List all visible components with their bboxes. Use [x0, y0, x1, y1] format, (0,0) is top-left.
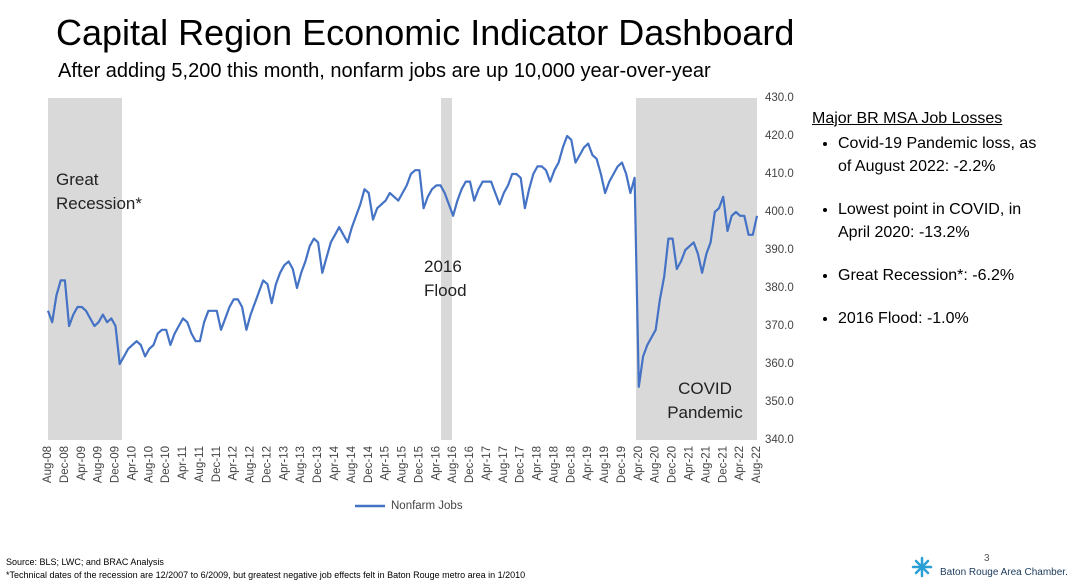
side-item: Covid-19 Pandemic loss, as of August 202…: [838, 132, 1052, 178]
shaded-period: [441, 98, 452, 440]
x-tick-label: Aug-14: [346, 445, 358, 483]
source: Source: BLS; LWC; and BRAC Analysis: [6, 557, 164, 567]
x-tick-label: Apr-11: [177, 446, 189, 480]
x-tick-label: Aug-16: [447, 446, 459, 483]
footnote: *Technical dates of the recession are 12…: [6, 570, 526, 580]
x-tick-label: Aug-11: [194, 446, 206, 482]
annotation: COVID Pandemic: [667, 379, 743, 422]
x-tick-label: Dec-10: [160, 446, 172, 483]
x-tick-label: Dec-14: [363, 445, 375, 483]
x-tick-label: Apr-14: [329, 445, 341, 480]
x-tick-label: Aug-17: [498, 446, 510, 483]
x-tick-label: Dec-18: [565, 446, 577, 483]
x-tick-label: Aug-15: [397, 446, 409, 483]
x-tick-label: Apr-16: [430, 446, 442, 481]
x-tick-label: Apr-18: [532, 446, 544, 481]
x-tick-label: Aug-10: [143, 446, 155, 483]
x-tick-label: Dec-17: [515, 446, 527, 483]
annotation: Great Recession*: [56, 170, 142, 213]
x-tick-label: Apr-13: [278, 446, 290, 481]
x-tick-label: Aug-19: [599, 446, 611, 483]
x-tick-label: Apr-19: [582, 446, 594, 481]
y-tick-label: 340.0: [765, 434, 794, 446]
side-item: Great Recession*: -6.2%: [838, 264, 1052, 287]
x-tick-label: Apr-20: [633, 446, 645, 481]
x-tick-label: Dec-21: [717, 446, 729, 483]
side-list: Covid-19 Pandemic loss, as of August 202…: [812, 132, 1052, 330]
annotation: 2016 Flood: [424, 257, 467, 300]
x-tick-label: Dec-15: [413, 446, 425, 483]
y-tick-label: 350.0: [765, 396, 794, 408]
legend-label: Nonfarm Jobs: [391, 500, 463, 512]
x-tick-label: Apr-21: [684, 446, 696, 481]
shaded-period: [636, 98, 757, 440]
subtitle: After adding 5,200 this month, nonfarm j…: [58, 60, 711, 82]
x-tick-label: Apr-22: [734, 446, 746, 481]
x-tick-label: Dec-13: [312, 446, 324, 483]
x-tick-label: Apr-12: [228, 446, 240, 481]
x-tick-label: Aug-21: [700, 446, 712, 483]
side-panel: Major BR MSA Job Losses Covid-19 Pandemi…: [812, 110, 1052, 350]
x-tick-label: Dec-20: [667, 446, 679, 483]
y-tick-label: 390.0: [765, 244, 794, 256]
y-tick-label: 420.0: [765, 130, 794, 142]
x-tick-label: Apr-09: [76, 446, 88, 481]
x-tick-label: Dec-09: [110, 446, 122, 483]
y-tick-label: 410.0: [765, 168, 794, 180]
line: [46, 134, 759, 388]
x-tick-label: Dec-12: [261, 446, 273, 483]
y-tick-label: 380.0: [765, 282, 794, 294]
x-tick-label: Aug-13: [295, 446, 307, 483]
page-number: 3: [984, 553, 990, 564]
x-tick-label: Apr-15: [380, 446, 392, 481]
y-tick-label: 370.0: [765, 320, 794, 332]
x-tick-label: Dec-19: [616, 446, 628, 483]
x-tick-label: Apr-10: [126, 446, 138, 481]
x-tick-label: Aug-09: [93, 446, 105, 483]
x-tick-label: Aug-18: [548, 446, 560, 483]
x-tick-label: Aug-20: [650, 446, 662, 483]
x-tick-label: Apr-17: [481, 446, 493, 481]
x-tick-label: Aug-08: [42, 446, 54, 483]
x-tick-label: Aug-22: [751, 446, 763, 483]
x-tick-label: Aug-12: [245, 446, 257, 483]
side-title: Major BR MSA Job Losses: [812, 110, 1003, 127]
x-tick-label: Dec-08: [59, 446, 71, 483]
logo-text: Baton Rouge Area Chamber.: [940, 567, 1068, 578]
y-tick-label: 400.0: [765, 206, 794, 218]
x-tick-label: Dec-11: [211, 446, 223, 482]
y-tick-label: 430.0: [765, 92, 794, 104]
shaded-period: [48, 98, 122, 440]
y-tick-label: 360.0: [765, 358, 794, 370]
side-item: 2016 Flood: -1.0%: [838, 307, 1052, 330]
side-item: Lowest point in COVID, in April 2020: -1…: [838, 198, 1052, 244]
title: Capital Region Economic Indicator Dashbo…: [56, 12, 795, 53]
x-tick-label: Dec-16: [464, 446, 476, 483]
